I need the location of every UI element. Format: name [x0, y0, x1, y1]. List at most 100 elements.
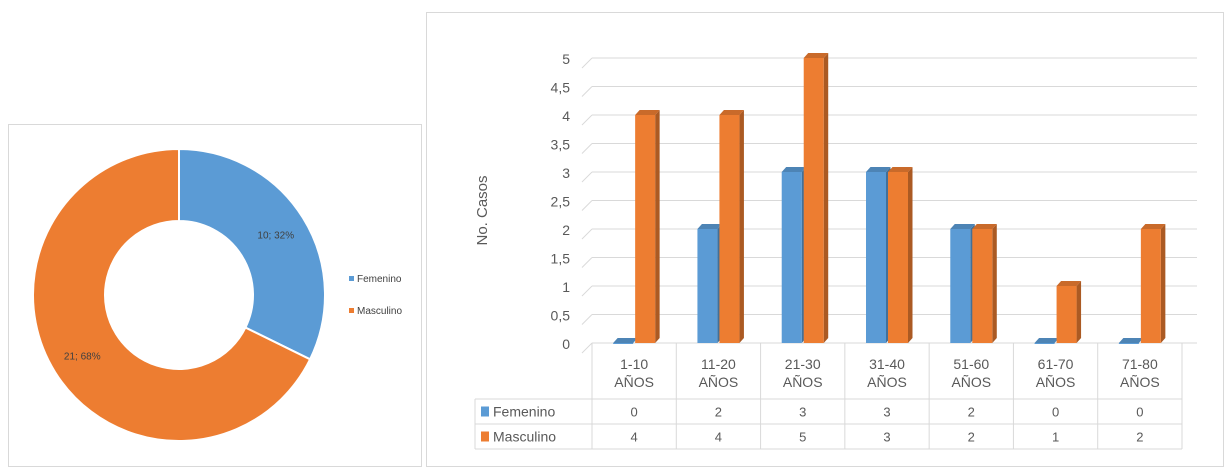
donut-data-label: 21; 68% [64, 351, 101, 362]
category-label: 61-70 [1038, 356, 1074, 372]
category-label: AÑOS [614, 374, 654, 390]
gridline-floor-edge [581, 228, 593, 240]
donut-data-label: 10; 32% [257, 231, 294, 242]
bar-femenino [950, 224, 975, 343]
bar-side-face [908, 167, 913, 343]
y-tick-label: 4,5 [551, 80, 571, 96]
bar-top-face [635, 110, 660, 115]
bar-front-face [635, 115, 656, 343]
y-tick-label: 2 [562, 222, 570, 238]
table-series-name: Masculino [493, 429, 556, 445]
y-tick-label: 0 [562, 336, 570, 352]
donut-slice-masculino [32, 147, 312, 442]
bar-front-face [1118, 343, 1139, 344]
table-cell-value: 3 [799, 405, 806, 420]
gridline-floor-edge [581, 257, 593, 268]
legend-swatch-femenino [349, 276, 354, 281]
bar-masculino [1140, 224, 1166, 343]
gridline-floor-edge [581, 314, 593, 325]
bar-top-face [613, 338, 638, 343]
gridline-floor-edge [581, 143, 593, 154]
table-cell-value: 0 [1052, 405, 1059, 420]
category-label: AÑOS [951, 374, 991, 390]
bar-front-face [613, 343, 634, 344]
bar-femenino [697, 224, 722, 343]
bar-front-face [1140, 229, 1161, 343]
y-tick-label: 3,5 [551, 137, 571, 153]
bar-front-face [1056, 286, 1077, 343]
category-label: AÑOS [699, 374, 739, 390]
bar-femenino [781, 167, 807, 343]
bar-femenino [866, 167, 891, 343]
bar-top-face [1118, 338, 1144, 343]
category-label: AÑOS [1036, 374, 1076, 390]
table-cell-value: 3 [883, 405, 890, 420]
category-label: 11-20 [701, 356, 736, 372]
table-cell-value: 2 [968, 430, 975, 445]
y-tick-label: 3 [562, 165, 570, 181]
bar-top-face [888, 167, 913, 172]
bar-masculino [719, 110, 744, 343]
bar-top-face [781, 167, 807, 172]
bar-femenino [613, 338, 638, 344]
legend-label: Femenino [357, 274, 402, 285]
bar-femenino [1034, 338, 1060, 344]
table-cell-value: 5 [799, 430, 806, 445]
bar-masculino [972, 224, 997, 343]
y-tick-label: 0,5 [551, 308, 571, 324]
bar-top-face [803, 53, 829, 58]
bar-top-face [972, 224, 997, 229]
bar-masculino [1056, 281, 1082, 343]
bar-front-face [781, 172, 802, 343]
donut-slice-femenino [178, 147, 326, 361]
bar-front-face [866, 172, 886, 343]
bar-side-face [1160, 224, 1166, 343]
table-cell-value: 2 [715, 405, 722, 420]
table-cell-value: 0 [1136, 405, 1143, 420]
bar-front-face [950, 229, 971, 343]
table-cell-value: 2 [968, 405, 975, 420]
category-label: AÑOS [783, 374, 823, 390]
bar-side-face [655, 110, 660, 343]
bar-top-face [950, 224, 975, 229]
table-series-name: Femenino [493, 404, 555, 420]
bar-top-face [866, 167, 891, 172]
category-label: 31-40 [869, 356, 905, 372]
gridline-floor-edge [581, 114, 593, 126]
bar-chart-panel: 0 0,5 1 1,5 2 2,5 3 3,5 4 4,5 5 No. Casos 1-10 AÑOS 11… [426, 12, 1224, 467]
bar-front-face [888, 172, 908, 343]
bar-top-face [1034, 338, 1060, 343]
table-cell-value: 1 [1052, 430, 1059, 445]
bar-front-face [972, 229, 993, 343]
bar-side-face [1076, 281, 1082, 343]
bar-front-face [697, 229, 718, 343]
bar-masculino [635, 110, 660, 343]
gridline-floor-edge [581, 342, 593, 354]
category-label: 71-80 [1122, 356, 1158, 372]
y-tick-label: 1,5 [551, 251, 571, 267]
bar-masculino [803, 53, 829, 343]
y-tick-label: 5 [562, 51, 570, 67]
bar-front-face [803, 58, 824, 343]
gridline-floor-edge [581, 86, 593, 97]
table-legend-key-femenino [481, 406, 489, 417]
category-label: 51-60 [953, 356, 989, 372]
category-label: 21-30 [785, 356, 821, 372]
table-cell-value: 3 [883, 430, 890, 445]
donut-chart-panel: 10; 32% 21; 68% Femenino Masculino [8, 124, 422, 467]
table-cell-value: 0 [631, 405, 638, 420]
gridline-floor-edge [581, 171, 593, 183]
legend-label: Masculino [357, 306, 402, 317]
y-tick-label: 1 [562, 279, 570, 295]
table-cell-value: 4 [715, 430, 722, 445]
table-cell-value: 2 [1136, 430, 1143, 445]
bar-front-face [719, 115, 740, 343]
donut-chart: 10; 32% 21; 68% Femenino Masculino [32, 147, 402, 442]
bar-top-face [1140, 224, 1166, 229]
bar-masculino [888, 167, 913, 343]
category-label: AÑOS [1120, 374, 1160, 390]
bar-front-face [1034, 343, 1055, 344]
data-table: 1-10 AÑOS 11-20 AÑOS 21-30 AÑOS 31-40 AÑOS 51-60… [474, 343, 1183, 450]
bar-side-face [992, 224, 997, 343]
